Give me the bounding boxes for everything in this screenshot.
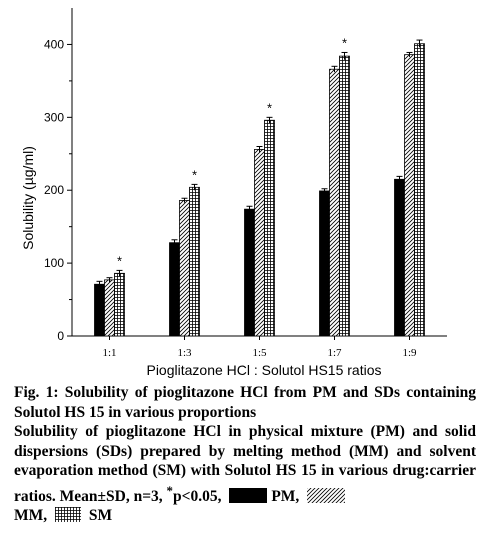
mm-legend-swatch (307, 487, 346, 503)
x-tick-label: 1:3 (177, 347, 192, 359)
bars: * * * * (94, 35, 425, 337)
bar-pm (319, 190, 330, 337)
bar-sm (189, 186, 200, 337)
bar-pm (94, 283, 105, 337)
bar-pm (244, 208, 255, 337)
sm-legend-label: SM (88, 507, 113, 525)
axis-labels: Solubility (µg/ml) Pioglitazone HCl : So… (20, 146, 382, 378)
mm-legend-label: MM, (14, 507, 48, 525)
bar-mm (179, 200, 190, 337)
y-tick-label: 300 (44, 110, 64, 124)
bar-mm (104, 279, 115, 337)
caption-body-text: Solubility of pioglitazone HCl in physic… (14, 423, 476, 505)
chart: 0 100 200 300 400 1:1 1:3 1:5 1:7 1:9 * * * * Solubi… (20, 8, 447, 378)
y-tick-label: 400 (44, 37, 64, 51)
bar-mm (329, 68, 340, 337)
pm-legend-label: PM, (271, 487, 300, 505)
bar-sm (414, 43, 425, 337)
caption-title: Fig. 1: Solubility of pioglitazone HCl f… (14, 384, 476, 421)
x-tick-label: 1:5 (252, 347, 267, 359)
sm-legend-swatch (55, 507, 82, 523)
y-tick-label: 200 (44, 183, 64, 197)
bar-sm (264, 119, 275, 337)
significance-text: p<0.05, (173, 487, 222, 505)
bar-mm (254, 149, 265, 337)
y-tick-label: 0 (57, 329, 64, 343)
axes: 0 100 200 300 400 1:1 1:3 1:5 1:7 1:9 (44, 8, 447, 359)
x-axis-label: Pioglitazone HCl : Solutol HS15 ratios (146, 362, 381, 378)
x-tick-label: 1:7 (327, 347, 342, 359)
caption-body: Solubility of pioglitazone HCl in physic… (14, 422, 476, 526)
figure-caption: Fig. 1: Solubility of pioglitazone HCl f… (14, 383, 476, 526)
bar-pm (169, 242, 180, 337)
bar-pm (394, 178, 405, 337)
significance-asterisk: * (342, 35, 347, 50)
significance-mark: * (166, 482, 173, 498)
significance-asterisk: * (117, 253, 122, 268)
bar-sm (114, 272, 125, 337)
x-tick-label: 1:9 (402, 347, 417, 359)
y-tick-label: 100 (44, 256, 64, 270)
y-axis-label: Solubility (µg/ml) (20, 146, 36, 250)
x-tick-label: 1:1 (102, 347, 116, 359)
pm-legend-swatch (229, 487, 268, 503)
significance-asterisk: * (267, 100, 272, 115)
bar-sm (339, 55, 350, 337)
bar-mm (404, 54, 415, 337)
significance-asterisk: * (192, 167, 197, 182)
